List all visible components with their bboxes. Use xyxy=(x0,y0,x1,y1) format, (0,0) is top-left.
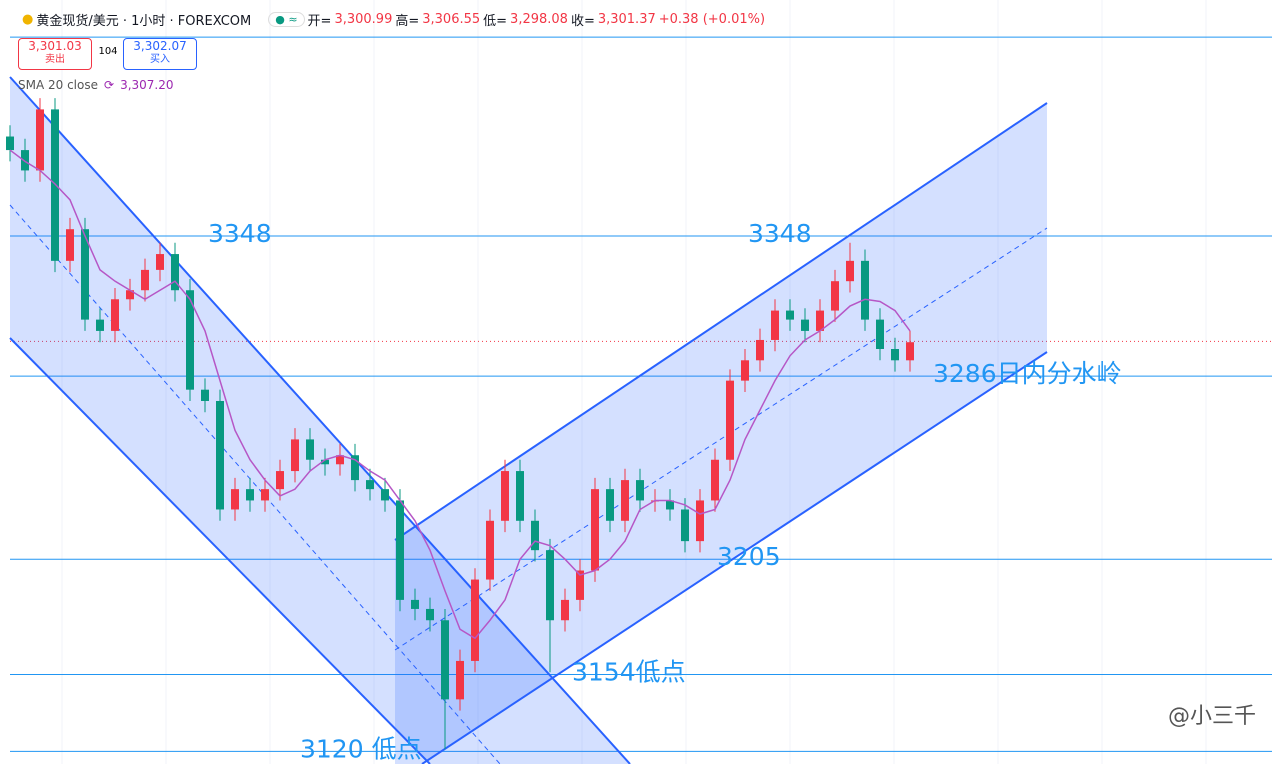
candle-body xyxy=(666,500,674,510)
candle-body xyxy=(276,471,284,490)
sma-icon: ⟳ xyxy=(104,78,115,92)
high-value: 3,306.55 xyxy=(422,11,481,27)
watermark: @小三千 xyxy=(1167,704,1256,729)
candle-body xyxy=(516,471,524,521)
candle-body xyxy=(261,489,269,501)
candle-body xyxy=(306,439,314,460)
buy-button[interactable]: 3,302.07 买入 xyxy=(123,38,197,70)
annotation: 3120 低点 xyxy=(300,734,422,763)
candle-body xyxy=(6,136,14,151)
candle-body xyxy=(456,660,464,700)
candle-body xyxy=(66,229,74,261)
candle-body xyxy=(816,310,824,331)
candle-body xyxy=(681,509,689,542)
open-value: 3,300.99 xyxy=(334,11,393,27)
candle-body xyxy=(741,360,749,381)
levels xyxy=(10,36,1272,752)
candle-body xyxy=(756,339,764,361)
candle-body xyxy=(471,579,479,661)
close-label: 收= xyxy=(570,13,595,29)
candle-body xyxy=(726,380,734,460)
candles xyxy=(6,98,914,750)
candle-body xyxy=(876,319,884,349)
high-label: 高= xyxy=(395,13,420,29)
candle-body xyxy=(366,480,374,490)
close-value: 3,301.37 xyxy=(597,11,656,27)
candle-body xyxy=(216,400,224,510)
candle-body xyxy=(501,471,509,521)
candle-body xyxy=(186,290,194,390)
candle-body xyxy=(891,348,899,361)
candle-body xyxy=(786,310,794,320)
candle-body xyxy=(441,620,449,700)
symbol: 黄金现货/美元 · 1小时 · FOREXCOM xyxy=(36,13,252,29)
candle-body xyxy=(906,342,914,361)
icon: ● xyxy=(22,11,34,27)
candle-body xyxy=(201,389,209,401)
candle-body xyxy=(831,281,839,311)
buy-label: 买入 xyxy=(150,54,170,65)
candle-body xyxy=(246,489,254,501)
candle-body xyxy=(51,109,59,261)
candle-body xyxy=(591,489,599,571)
candle-body xyxy=(771,310,779,340)
up-channel xyxy=(394,102,1048,764)
candle-body xyxy=(36,109,44,171)
candle-body xyxy=(861,260,869,320)
sell-button[interactable]: 3,301.03 卖出 xyxy=(18,38,92,70)
candle-body xyxy=(426,608,434,621)
candle-body xyxy=(396,500,404,600)
header: ● 黄金现货/美元 · 1小时 · FOREXCOM ● ≈ 开= 3,300.9… xyxy=(0,8,768,30)
buy-price: 3,302.07 xyxy=(133,39,187,53)
candle-body xyxy=(606,489,614,521)
candle-body xyxy=(96,319,104,331)
candle-body xyxy=(156,254,164,270)
vertical-grid xyxy=(61,0,1207,764)
candle-body xyxy=(351,455,359,481)
candle-body xyxy=(576,570,584,600)
open-label: 开= xyxy=(307,13,332,29)
candle-body xyxy=(291,439,299,472)
candle-body xyxy=(111,299,119,331)
candle-body xyxy=(381,489,389,501)
sma-value: 3,307.20 xyxy=(120,78,174,92)
sell-label: 卖出 xyxy=(45,54,65,65)
annotation: 3348 xyxy=(208,219,272,248)
spread: 104 xyxy=(98,46,118,57)
annotation: 3154低点 xyxy=(572,657,686,686)
candle-body xyxy=(531,520,539,551)
candle-body xyxy=(411,599,419,609)
candle-body xyxy=(636,480,644,501)
candle-body xyxy=(171,254,179,291)
sma-name: SMA 20 close xyxy=(18,78,98,92)
annotation: 3286日内分水岭 xyxy=(933,359,1122,388)
candle-body xyxy=(486,520,494,580)
candle-body xyxy=(546,550,554,621)
candle-body xyxy=(231,489,239,510)
candle-body xyxy=(696,500,704,542)
candle-body xyxy=(336,455,344,465)
change: +0.38 (+0.01%) xyxy=(658,11,766,27)
candle-body xyxy=(621,480,629,521)
candle-body xyxy=(81,229,89,320)
annotations: 3348 3348 3286日内分水岭 3205 3154低点 3120 低点 xyxy=(208,219,1122,763)
candle-body xyxy=(846,260,854,282)
candle-body xyxy=(141,269,149,291)
candle-body xyxy=(126,290,134,300)
sell-price: 3,301.03 xyxy=(28,39,82,53)
sma-line xyxy=(9,149,911,640)
candle-body xyxy=(801,319,809,331)
sma-legend: SMA 20 close ⟳ 3,307.20 xyxy=(18,78,174,92)
low-label: 低= xyxy=(483,13,508,29)
candle-body xyxy=(711,459,719,501)
status[interactable]: ● ≈ xyxy=(268,11,305,27)
low-value: 3,298.08 xyxy=(510,11,568,27)
candle-body xyxy=(21,150,29,171)
annotation: 3348 xyxy=(748,219,812,248)
candle-body xyxy=(561,599,569,621)
candle-body xyxy=(321,459,329,465)
annotation: 3205 xyxy=(717,542,781,571)
